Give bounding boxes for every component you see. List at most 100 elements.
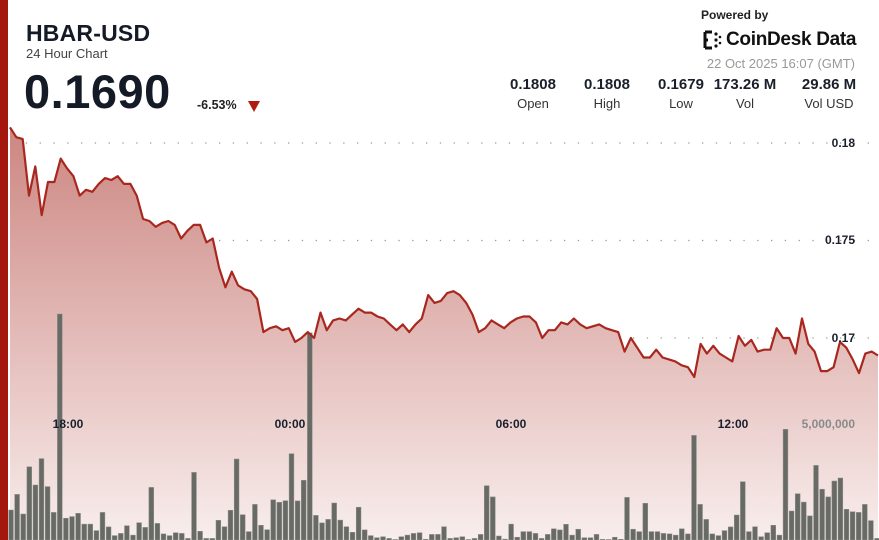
volume-bar (51, 512, 57, 540)
volume-bar (593, 534, 600, 540)
volume-bar (142, 527, 148, 540)
volume-bar (355, 506, 362, 540)
volume-bar (551, 528, 557, 540)
volume-bar (282, 500, 289, 540)
stat-value: 173.26 M (713, 76, 777, 93)
volume-bar (69, 516, 75, 540)
volume-tick-label: 5,000,000 (802, 417, 856, 431)
accent-bar (0, 0, 8, 540)
volume-bar (404, 534, 411, 540)
volume-bar (38, 458, 45, 540)
volume-bar (252, 504, 258, 540)
volume-bar (215, 520, 222, 540)
volume-bar (795, 493, 801, 540)
stat-low: 0.1679 Low (641, 76, 721, 111)
volume-bar (691, 435, 697, 540)
volume-bar (581, 537, 587, 540)
stat-value: 0.1808 (510, 76, 556, 93)
volume-bar (221, 526, 228, 540)
stat-vol-usd: 29.86 M Vol USD (789, 76, 869, 111)
volume-bar (313, 515, 319, 540)
volume-bar (538, 538, 545, 540)
volume-bar (179, 533, 185, 540)
volume-bar (477, 534, 484, 540)
volume-bar (758, 536, 764, 540)
volume-bar (721, 530, 728, 540)
stat-label: High (593, 96, 621, 111)
volume-bar (843, 509, 850, 540)
volume-bar (697, 504, 703, 540)
volume-bar (118, 533, 124, 540)
volume-bar (727, 526, 734, 540)
volume-bar (734, 514, 740, 540)
volume-bar (63, 517, 69, 540)
volume-bar (801, 501, 807, 540)
volume-bar (343, 526, 350, 540)
volume-bar (44, 486, 51, 540)
volume-bar (75, 513, 81, 540)
volume-bar (325, 519, 331, 540)
volume-bar (301, 480, 307, 540)
symbol-title: HBAR-USD (26, 20, 151, 46)
volume-bar (636, 531, 642, 540)
volume-bar (526, 531, 533, 540)
volume-bar (849, 511, 856, 540)
volume-bar (612, 536, 618, 540)
volume-bar (813, 465, 819, 540)
logo-text: CoinDesk Data (726, 29, 857, 50)
volume-bar (57, 313, 63, 540)
price-change: -6.53% (197, 98, 237, 112)
volume-bar (709, 533, 715, 540)
volume-bar (514, 536, 520, 540)
volume-bar (288, 453, 295, 540)
volume-bar (673, 534, 679, 540)
volume-bar (654, 531, 661, 540)
volume-bar (349, 532, 356, 540)
volume-bar (679, 528, 685, 540)
volume-bar (270, 499, 276, 540)
stat-label: Vol USD (804, 96, 854, 111)
stat-value: 29.86 M (801, 76, 857, 93)
stat-value: 0.1679 (658, 76, 704, 93)
volume-bar (569, 534, 575, 540)
volume-bar (307, 332, 313, 540)
volume-bar (825, 496, 831, 540)
volume-bar (240, 514, 246, 540)
volume-bar (520, 531, 526, 540)
volume-bar (868, 520, 874, 540)
coindesk-data-logo: CoinDesk Data (702, 29, 857, 51)
volume-bar (26, 466, 32, 540)
volume-bar (14, 494, 20, 540)
volume-bar (563, 524, 569, 540)
stat-label: Vol (735, 96, 755, 111)
volume-bar (87, 523, 93, 540)
volume-bar (8, 509, 14, 540)
volume-bar (557, 529, 563, 540)
volume-bars (8, 313, 879, 540)
volume-bar (197, 531, 203, 540)
x-tick-label: 06:00 (496, 417, 527, 431)
volume-bar (276, 502, 282, 540)
volume-bar (642, 503, 648, 540)
volume-bar (258, 525, 264, 540)
volume-bar (398, 536, 404, 540)
volume-bar (136, 522, 142, 540)
volume-bar (532, 533, 539, 540)
volume-bar (191, 472, 197, 540)
volume-bar (32, 484, 39, 540)
volume-bar (130, 534, 136, 540)
price-line (9, 126, 879, 379)
stat-open: 0.1808 Open (493, 76, 573, 111)
volume-bar (227, 510, 234, 540)
volume-bar (99, 512, 106, 540)
volume-bar (837, 477, 844, 540)
volume-bar (587, 537, 594, 540)
y-tick-label: 0.175 (825, 233, 855, 247)
volume-bar (782, 429, 789, 540)
volume-bar (740, 481, 746, 540)
y-tick-label: 0.17 (832, 331, 856, 345)
volume-bar (93, 530, 100, 540)
volume-bar (703, 519, 709, 540)
volume-bar (124, 525, 130, 540)
